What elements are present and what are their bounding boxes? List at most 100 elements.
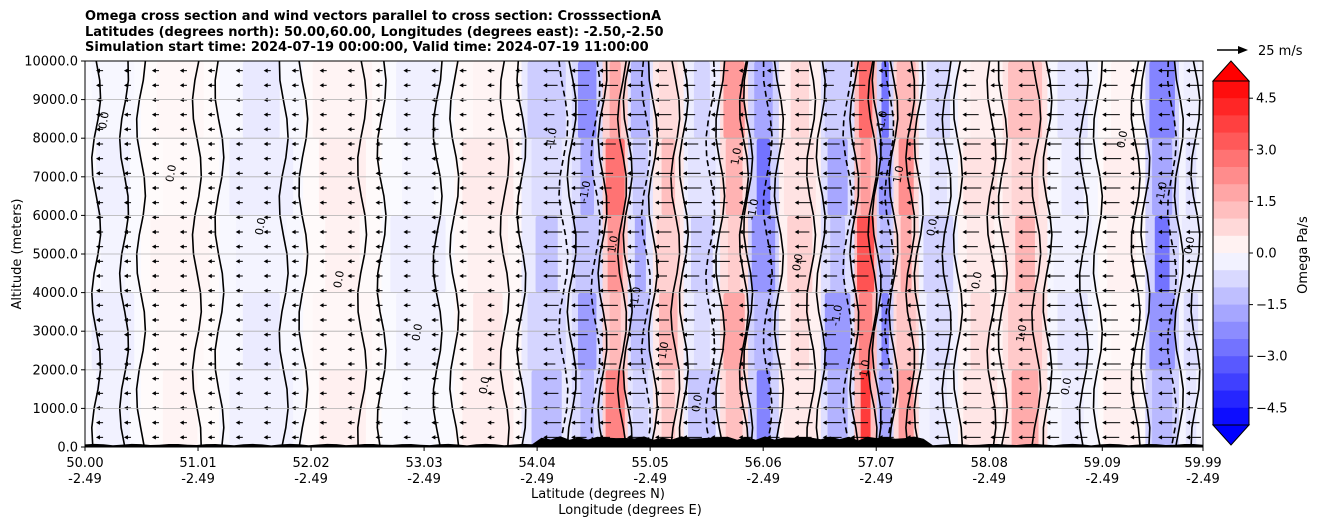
wind-vector-head	[710, 141, 715, 147]
wind-vector-head	[682, 376, 687, 381]
wind-vector-head	[794, 200, 799, 205]
wind-vector-head	[1074, 303, 1079, 308]
wind-vector-head	[962, 361, 967, 367]
wind-vector-head	[878, 259, 883, 264]
wind-vector-head	[710, 361, 715, 367]
wind-vector-head	[1158, 273, 1163, 279]
wind-vector-head	[906, 229, 911, 235]
wind-vector-head	[123, 361, 128, 367]
wind-vector-head	[207, 83, 212, 88]
x-tick-label-lat: 57.07	[858, 456, 895, 471]
wind-vector-head	[1130, 141, 1135, 147]
wind-vector-head	[1046, 391, 1051, 396]
wind-vector-head	[906, 376, 911, 381]
wind-vector-head	[934, 273, 939, 279]
wind-vector-head	[766, 185, 771, 191]
wind-vector-head	[403, 68, 408, 73]
wind-vector-head	[179, 303, 184, 308]
wind-vector-head	[878, 361, 883, 367]
wind-vector-head	[934, 185, 939, 191]
wind-vector-head	[487, 171, 492, 176]
wind-vector-head	[1186, 420, 1191, 425]
wind-vector-head	[962, 185, 967, 191]
wind-vector-head	[682, 288, 687, 293]
wind-vector-head	[431, 435, 436, 440]
wind-vector-head	[1130, 171, 1135, 176]
wind-vector-head	[738, 420, 743, 425]
wind-vector-head	[431, 112, 436, 117]
wind-vector-head	[487, 317, 492, 323]
wind-vector-head	[654, 332, 659, 337]
wind-vector-head	[571, 259, 576, 264]
wind-vector-head	[1046, 171, 1051, 176]
wind-vector-head	[990, 317, 995, 323]
wind-vector-head	[487, 215, 492, 220]
wind-vector-head	[1130, 259, 1135, 264]
colorbar-tick-label: 4.5	[1256, 92, 1277, 107]
wind-vector-head	[1130, 303, 1135, 308]
wind-vector-head	[934, 244, 939, 249]
wind-vector-head	[1074, 391, 1079, 396]
wind-vector-head	[431, 347, 436, 352]
wind-vector-head	[1186, 376, 1191, 381]
wind-vector-head	[599, 83, 604, 88]
wind-vector-head	[403, 376, 408, 381]
wind-vector-head	[822, 83, 827, 88]
wind-vector-head	[654, 215, 659, 220]
wind-vector-head	[990, 127, 995, 132]
x-tick-label-lon: -2.49	[972, 472, 1006, 487]
wind-vector-head	[1074, 420, 1079, 425]
wind-vector-head	[1046, 420, 1051, 425]
wind-vector-head	[487, 141, 492, 147]
wind-vector-head	[207, 303, 212, 308]
wind-vector-head	[347, 347, 352, 352]
wind-vector-head	[123, 303, 128, 308]
wind-vector-head	[682, 83, 687, 88]
wind-vector-head	[179, 347, 184, 352]
wind-vector-head	[151, 435, 156, 440]
wind-vector-head	[627, 273, 632, 279]
wind-vector-head	[1158, 185, 1163, 191]
wind-vector-head	[850, 420, 855, 425]
colorbar-level	[1213, 373, 1249, 391]
wind-vector-head	[1046, 347, 1051, 352]
wind-vector-head	[263, 112, 268, 117]
wind-vector-head	[487, 68, 492, 73]
wind-vector-head	[431, 185, 436, 191]
x-tick-label-lon: -2.49	[181, 472, 215, 487]
wind-vector-head	[878, 185, 883, 191]
wind-vector-head	[738, 317, 743, 323]
wind-vector-head	[1046, 288, 1051, 293]
wind-vector-head	[738, 200, 743, 205]
wind-vector-head	[207, 259, 212, 264]
wind-vector-head	[878, 244, 883, 249]
wind-vector-head	[627, 244, 632, 249]
wind-vector-head	[95, 171, 100, 176]
x-axis-label-latitude: Latitude (degrees N)	[531, 487, 665, 502]
wind-vector-head	[319, 112, 324, 117]
wind-vector-head	[571, 68, 576, 73]
wind-vector-head	[515, 376, 520, 381]
wind-vector-head	[543, 347, 548, 352]
wind-vector-head	[962, 127, 967, 132]
wind-vector-head	[1186, 68, 1191, 73]
wind-vector-head	[710, 185, 715, 191]
wind-vector-head	[319, 288, 324, 293]
colorbar-level	[1213, 270, 1249, 288]
wind-vector-head	[1186, 347, 1191, 352]
wind-vector-head	[1158, 391, 1163, 396]
wind-vector-head	[571, 83, 576, 88]
colorbar-tick-label: −4.5	[1256, 401, 1288, 416]
wind-vector-head	[459, 68, 464, 73]
wind-vector-head	[95, 273, 100, 279]
wind-vector-head	[878, 347, 883, 352]
wind-vector-head	[1102, 361, 1107, 367]
wind-vector-head	[459, 391, 464, 396]
wind-vector-head	[375, 127, 380, 132]
wind-vector-head	[738, 376, 743, 381]
wind-vector-head	[850, 288, 855, 293]
wind-vector-head	[1130, 347, 1135, 352]
wind-vector-head	[794, 127, 799, 132]
wind-vector-head	[319, 303, 324, 308]
wind-vector-head	[319, 435, 324, 440]
